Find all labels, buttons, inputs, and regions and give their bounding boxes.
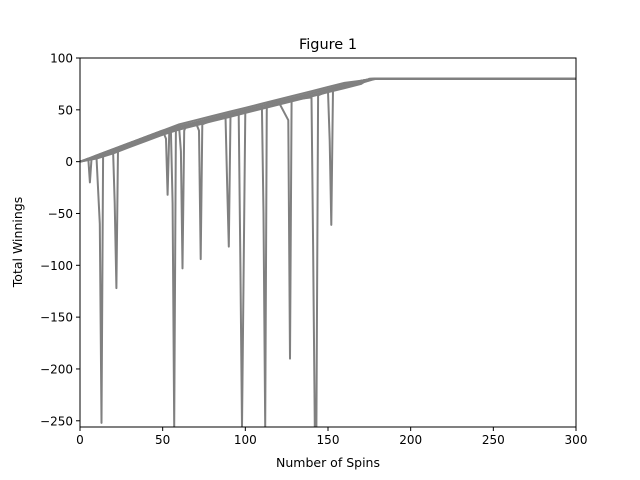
x-axis-label: Number of Spins — [276, 455, 380, 470]
series-line-8 — [80, 77, 576, 163]
y-tick-label: 50 — [58, 103, 73, 117]
series-lines — [80, 77, 576, 427]
y-tick-label: 0 — [65, 155, 73, 169]
x-tick-label: 0 — [76, 433, 84, 447]
x-tick-label: 50 — [155, 433, 170, 447]
y-axis-label: Total Winnings — [10, 197, 25, 288]
y-tick-label: −50 — [48, 207, 73, 221]
chart-title: Figure 1 — [299, 37, 357, 53]
y-tick-label: 100 — [50, 52, 73, 66]
x-tick-label: 100 — [234, 433, 257, 447]
y-tick-label: −200 — [40, 362, 73, 376]
x-tick-label: 300 — [565, 433, 588, 447]
x-tick-label: 150 — [317, 433, 340, 447]
y-tick-label: −250 — [40, 414, 73, 428]
x-axis: 0 50 100 150 200 250 300 — [76, 427, 587, 447]
x-tick-label: 200 — [399, 433, 422, 447]
y-axis: 100 50 0 −50 −100 −150 −200 −250 — [40, 52, 80, 428]
series-line-7 — [80, 77, 576, 163]
y-tick-label: −100 — [40, 259, 73, 273]
x-tick-label: 250 — [482, 433, 505, 447]
y-tick-label: −150 — [40, 311, 73, 325]
